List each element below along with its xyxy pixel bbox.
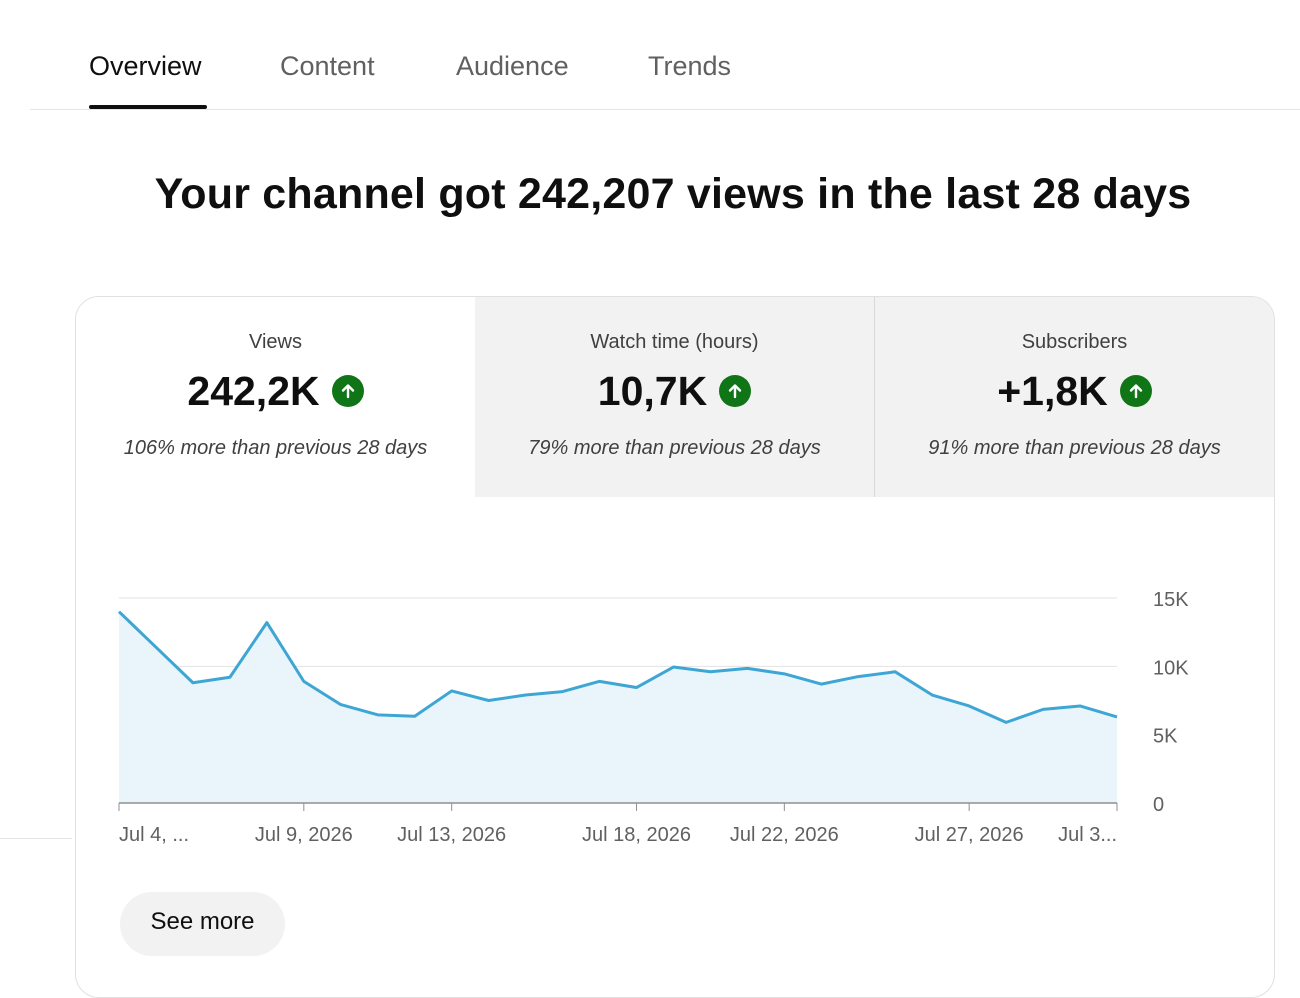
analytics-tabs: Overview Content Audience Trends: [0, 0, 1300, 110]
see-more-button[interactable]: See more: [120, 892, 285, 956]
metric-comparison: 79% more than previous 28 days: [528, 437, 821, 459]
metric-value: +1,8K: [997, 367, 1108, 414]
x-tick-label: Jul 9, 2026: [255, 824, 353, 846]
metric-comparison: 91% more than previous 28 days: [928, 437, 1221, 459]
metric-tab-subscribers[interactable]: Subscribers +1,8K 91% more than previous…: [875, 297, 1274, 497]
x-tick-label: Jul 13, 2026: [397, 824, 506, 846]
series-line-views: [117, 610, 1118, 724]
x-tick-label: Jul 3...: [1058, 824, 1117, 846]
metric-value-row: 10,7K: [475, 367, 874, 415]
x-tick-label: Jul 4, ...: [119, 824, 189, 846]
side-divider: [0, 838, 72, 839]
arrow-up-icon: [331, 375, 364, 407]
arrow-up-icon: [1119, 375, 1152, 407]
metric-value: 10,7K: [597, 367, 708, 414]
tab-trends[interactable]: Trends: [648, 51, 732, 81]
y-tick-label: 5K: [1153, 726, 1178, 748]
x-tick-label: Jul 22, 2026: [730, 824, 839, 846]
y-tick-label: 0: [1153, 794, 1164, 816]
metric-comparison: 106% more than previous 28 days: [123, 437, 428, 459]
area-fill: [119, 611, 1117, 803]
metric-value-row: 242,2K: [76, 367, 475, 415]
tab-overview[interactable]: Overview: [89, 51, 202, 81]
x-tick-label: Jul 18, 2026: [582, 824, 691, 846]
metric-label: Views: [249, 331, 302, 353]
tabs-divider: [30, 109, 1300, 110]
tab-audience[interactable]: Audience: [456, 51, 569, 81]
metric-label: Watch time (hours): [590, 331, 759, 353]
metric-label: Subscribers: [1021, 331, 1128, 353]
x-tick-label: Jul 27, 2026: [915, 824, 1024, 846]
metric-value-row: +1,8K: [875, 367, 1274, 415]
page-headline: Your channel got 242,207 views in the la…: [154, 170, 1192, 218]
metric-tab-watch-time[interactable]: Watch time (hours) 10,7K 79% more than p…: [475, 297, 875, 497]
active-tab-indicator: [89, 105, 207, 109]
y-tick-label: 10K: [1153, 657, 1189, 679]
arrow-up-icon: [719, 375, 752, 407]
y-tick-label: 15K: [1153, 589, 1189, 611]
metric-tab-views[interactable]: Views 242,2K 106% more than previous 28 …: [76, 297, 475, 497]
metric-value: 242,2K: [187, 367, 320, 414]
tab-content[interactable]: Content: [280, 51, 375, 81]
views-chart: 0 5K 10K 15K Jul 4, ... Jul 9, 2026 Jul 13, 20…: [117, 589, 1189, 846]
